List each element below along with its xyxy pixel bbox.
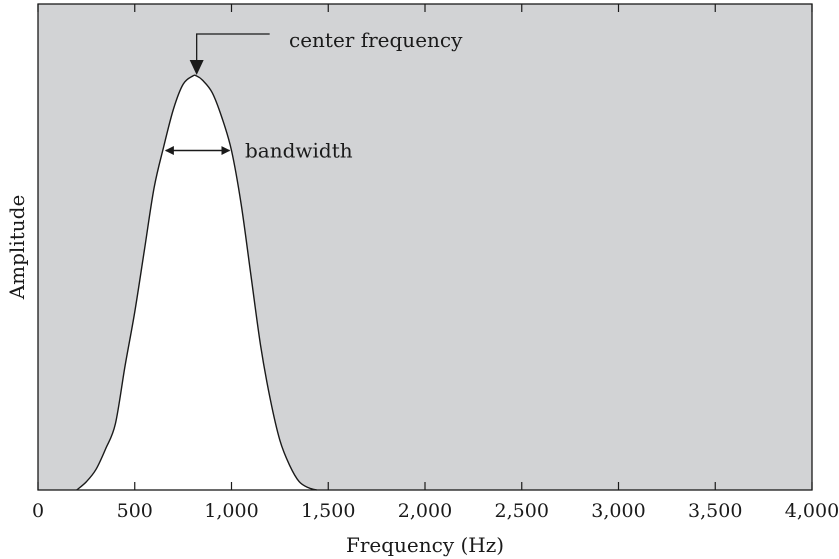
bandwidth-label: bandwidth (245, 139, 353, 163)
center-frequency-label: center frequency (289, 28, 463, 52)
x-tick-label: 500 (117, 500, 153, 522)
x-tick-label: 1,000 (204, 500, 258, 522)
x-axis-ticks (37, 4, 813, 490)
x-tick-label: 2,500 (495, 500, 549, 522)
x-tick-label: 3,000 (591, 500, 645, 522)
x-tick-label: 4,000 (785, 500, 839, 522)
x-tick-label: 3,500 (688, 500, 742, 522)
series-area (76, 75, 317, 491)
x-axis-tick-labels: 0 500 1,000 1,500 2,000 2,500 3,000 3,500 4,000 (32, 500, 839, 522)
x-tick-label: 1,500 (301, 500, 355, 522)
center-frequency-arrowhead (189, 60, 204, 75)
x-axis-label: Frequency (Hz) (346, 533, 504, 557)
center-frequency-leader-line (196, 33, 270, 62)
series-line (76, 74, 317, 491)
center-frequency-annotation: center frequency (189, 28, 463, 75)
x-tick-label: 2,000 (398, 500, 452, 522)
y-axis-label: Amplitude (5, 195, 29, 301)
bandwidth-annotation: bandwidth (164, 139, 353, 163)
x-tick-label: 0 (32, 500, 44, 522)
